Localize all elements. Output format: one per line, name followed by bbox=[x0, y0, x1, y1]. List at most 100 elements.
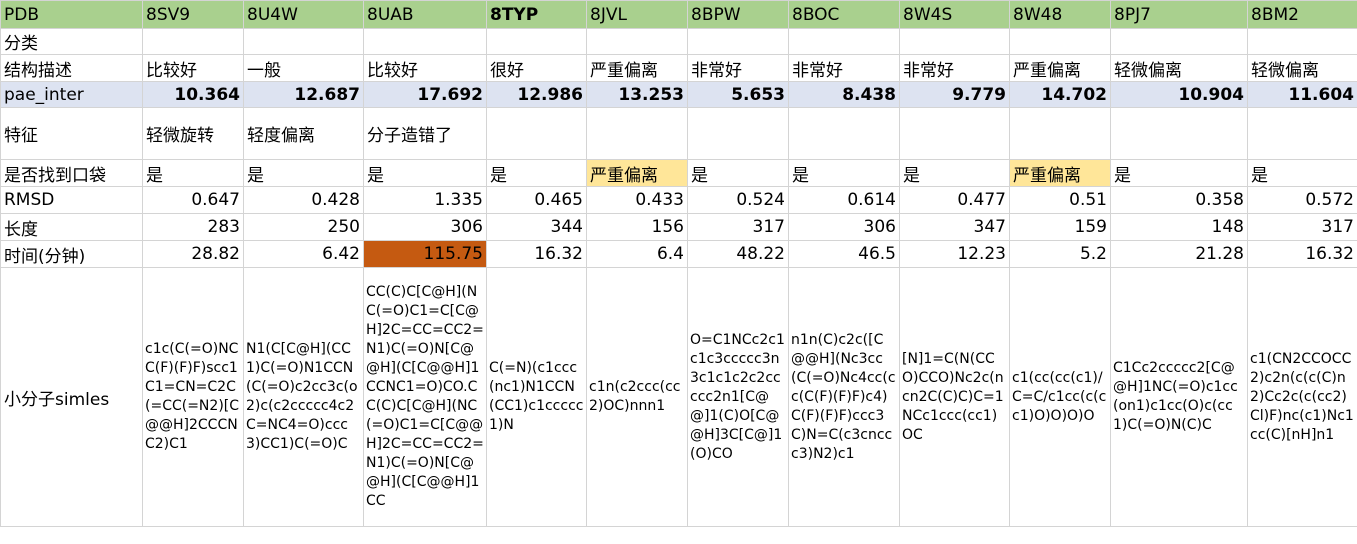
table-cell[interactable]: 12.986 bbox=[486, 81, 587, 108]
header-cell[interactable]: PDB bbox=[0, 0, 143, 29]
table-cell[interactable] bbox=[243, 28, 364, 55]
table-cell[interactable]: 严重偏离 bbox=[1009, 54, 1111, 82]
header-cell[interactable]: 8W48 bbox=[1009, 0, 1111, 29]
table-cell[interactable] bbox=[1247, 107, 1357, 160]
table-cell[interactable] bbox=[788, 28, 900, 55]
table-cell[interactable]: 非常好 bbox=[788, 54, 900, 82]
table-cell[interactable] bbox=[899, 28, 1010, 55]
table-cell[interactable]: 比较好 bbox=[142, 54, 244, 82]
table-cell[interactable]: 11.604 bbox=[1247, 81, 1357, 108]
table-cell[interactable]: 347 bbox=[899, 213, 1010, 241]
table-cell[interactable] bbox=[1009, 28, 1111, 55]
table-cell[interactable]: 0.465 bbox=[486, 186, 587, 214]
table-cell[interactable] bbox=[1247, 28, 1357, 55]
table-cell[interactable]: 9.779 bbox=[899, 81, 1010, 108]
table-cell[interactable]: 48.22 bbox=[687, 240, 789, 268]
table-cell[interactable]: 344 bbox=[486, 213, 587, 241]
header-cell[interactable]: 8UAB bbox=[363, 0, 487, 29]
smiles-cell[interactable]: N1(C[C@H](CC1)C(=O)N1CCN(C(=O)c2cc3c(o2)… bbox=[243, 267, 364, 527]
table-cell[interactable] bbox=[486, 28, 587, 55]
table-cell[interactable]: 0.51 bbox=[1009, 186, 1111, 214]
table-cell[interactable] bbox=[1110, 107, 1248, 160]
table-cell[interactable]: 17.692 bbox=[363, 81, 487, 108]
table-cell[interactable]: 0.433 bbox=[586, 186, 688, 214]
table-cell[interactable]: 0.358 bbox=[1110, 186, 1248, 214]
table-cell[interactable]: 是 bbox=[1247, 159, 1357, 187]
table-cell[interactable]: 14.702 bbox=[1009, 81, 1111, 108]
row-label[interactable]: 小分子simles bbox=[0, 267, 143, 527]
table-cell[interactable]: 0.614 bbox=[788, 186, 900, 214]
table-cell[interactable]: 250 bbox=[243, 213, 364, 241]
smiles-cell[interactable]: O=C1NCc2c1c1c3ccccc3n3c1c1c2c2ccccc2n1[C… bbox=[687, 267, 789, 527]
table-cell[interactable]: 8.438 bbox=[788, 81, 900, 108]
table-cell[interactable]: 159 bbox=[1009, 213, 1111, 241]
table-cell-highlighted[interactable]: 严重偏离 bbox=[1009, 159, 1111, 187]
table-cell[interactable]: 一般 bbox=[243, 54, 364, 82]
smiles-cell[interactable]: [N]1=C(N(CCO)CCO)Nc2c(ncn2C(C)C)C=1NCc1c… bbox=[899, 267, 1010, 527]
table-cell[interactable]: 0.428 bbox=[243, 186, 364, 214]
table-cell[interactable] bbox=[363, 28, 487, 55]
header-cell[interactable]: 8U4W bbox=[243, 0, 364, 29]
table-cell[interactable]: 156 bbox=[586, 213, 688, 241]
table-cell[interactable]: 306 bbox=[788, 213, 900, 241]
row-label[interactable]: RMSD bbox=[0, 186, 143, 214]
smiles-cell[interactable]: c1n(c2ccc(cc2)OC)nnn1 bbox=[586, 267, 688, 527]
table-cell[interactable]: 比较好 bbox=[363, 54, 487, 82]
table-cell[interactable] bbox=[1110, 28, 1248, 55]
table-cell[interactable]: 10.904 bbox=[1110, 81, 1248, 108]
row-label[interactable]: 结构描述 bbox=[0, 54, 143, 82]
smiles-cell[interactable]: C(=N)(c1ccc(nc1)N1CCN(CC1)c1ccccc1)N bbox=[486, 267, 587, 527]
smiles-cell[interactable]: c1(CN2CCOCC2)c2n(c(c(C)n2)Cc2c(c(cc2)Cl)… bbox=[1247, 267, 1357, 527]
table-cell[interactable]: 0.524 bbox=[687, 186, 789, 214]
table-cell[interactable]: 非常好 bbox=[899, 54, 1010, 82]
table-cell[interactable]: 10.364 bbox=[142, 81, 244, 108]
header-cell[interactable]: 8SV9 bbox=[142, 0, 244, 29]
table-cell[interactable]: 是 bbox=[142, 159, 244, 187]
table-cell[interactable]: 轻微偏离 bbox=[1110, 54, 1248, 82]
smiles-cell[interactable]: n1n(C)c2c([C@@H](Nc3cc(C(=O)Nc4cc(cc(C(F… bbox=[788, 267, 900, 527]
table-cell[interactable] bbox=[899, 107, 1010, 160]
table-cell[interactable]: 是 bbox=[899, 159, 1010, 187]
table-cell[interactable]: 是 bbox=[243, 159, 364, 187]
header-cell[interactable]: 8BOC bbox=[788, 0, 900, 29]
table-cell-highlighted[interactable]: 115.75 bbox=[363, 240, 487, 268]
table-cell[interactable]: 12.23 bbox=[899, 240, 1010, 268]
table-cell[interactable]: 283 bbox=[142, 213, 244, 241]
smiles-cell[interactable]: c1(cc(cc(c1)/C=C/c1cc(c(cc1)O)O)O)O bbox=[1009, 267, 1111, 527]
table-cell[interactable] bbox=[788, 107, 900, 160]
table-cell[interactable]: 分子造错了 bbox=[363, 107, 487, 160]
table-cell[interactable]: 是 bbox=[788, 159, 900, 187]
table-cell[interactable] bbox=[586, 28, 688, 55]
table-cell[interactable]: 很好 bbox=[486, 54, 587, 82]
table-cell[interactable]: 非常好 bbox=[687, 54, 789, 82]
table-cell[interactable]: 是 bbox=[363, 159, 487, 187]
table-cell[interactable]: 21.28 bbox=[1110, 240, 1248, 268]
table-cell[interactable] bbox=[687, 107, 789, 160]
table-cell-highlighted[interactable]: 严重偏离 bbox=[586, 159, 688, 187]
table-cell[interactable]: 148 bbox=[1110, 213, 1248, 241]
table-cell[interactable] bbox=[486, 107, 587, 160]
table-cell[interactable]: 0.477 bbox=[899, 186, 1010, 214]
table-cell[interactable] bbox=[687, 28, 789, 55]
header-cell[interactable]: 8PJ7 bbox=[1110, 0, 1248, 29]
table-cell[interactable]: 5.2 bbox=[1009, 240, 1111, 268]
row-label[interactable]: 长度 bbox=[0, 213, 143, 241]
table-cell[interactable]: 是 bbox=[687, 159, 789, 187]
table-cell[interactable]: 317 bbox=[1247, 213, 1357, 241]
table-cell[interactable]: 严重偏离 bbox=[586, 54, 688, 82]
header-cell[interactable]: 8BM2 bbox=[1247, 0, 1357, 29]
table-cell[interactable]: 0.572 bbox=[1247, 186, 1357, 214]
smiles-cell[interactable]: c1c(C(=O)NCC(F)(F)F)scc1C1=CN=C2C(=CC(=N… bbox=[142, 267, 244, 527]
table-cell[interactable]: 0.647 bbox=[142, 186, 244, 214]
table-cell[interactable]: 是 bbox=[486, 159, 587, 187]
row-label[interactable]: 时间(分钟) bbox=[0, 240, 143, 268]
header-cell[interactable]: 8TYP bbox=[486, 0, 587, 29]
table-cell[interactable]: 轻度偏离 bbox=[243, 107, 364, 160]
table-cell[interactable]: 1.335 bbox=[363, 186, 487, 214]
table-cell[interactable]: 是 bbox=[1110, 159, 1248, 187]
row-label[interactable]: 特征 bbox=[0, 107, 143, 160]
table-cell[interactable] bbox=[142, 28, 244, 55]
table-cell[interactable]: 12.687 bbox=[243, 81, 364, 108]
table-cell[interactable] bbox=[1009, 107, 1111, 160]
row-label[interactable]: 是否找到口袋 bbox=[0, 159, 143, 187]
